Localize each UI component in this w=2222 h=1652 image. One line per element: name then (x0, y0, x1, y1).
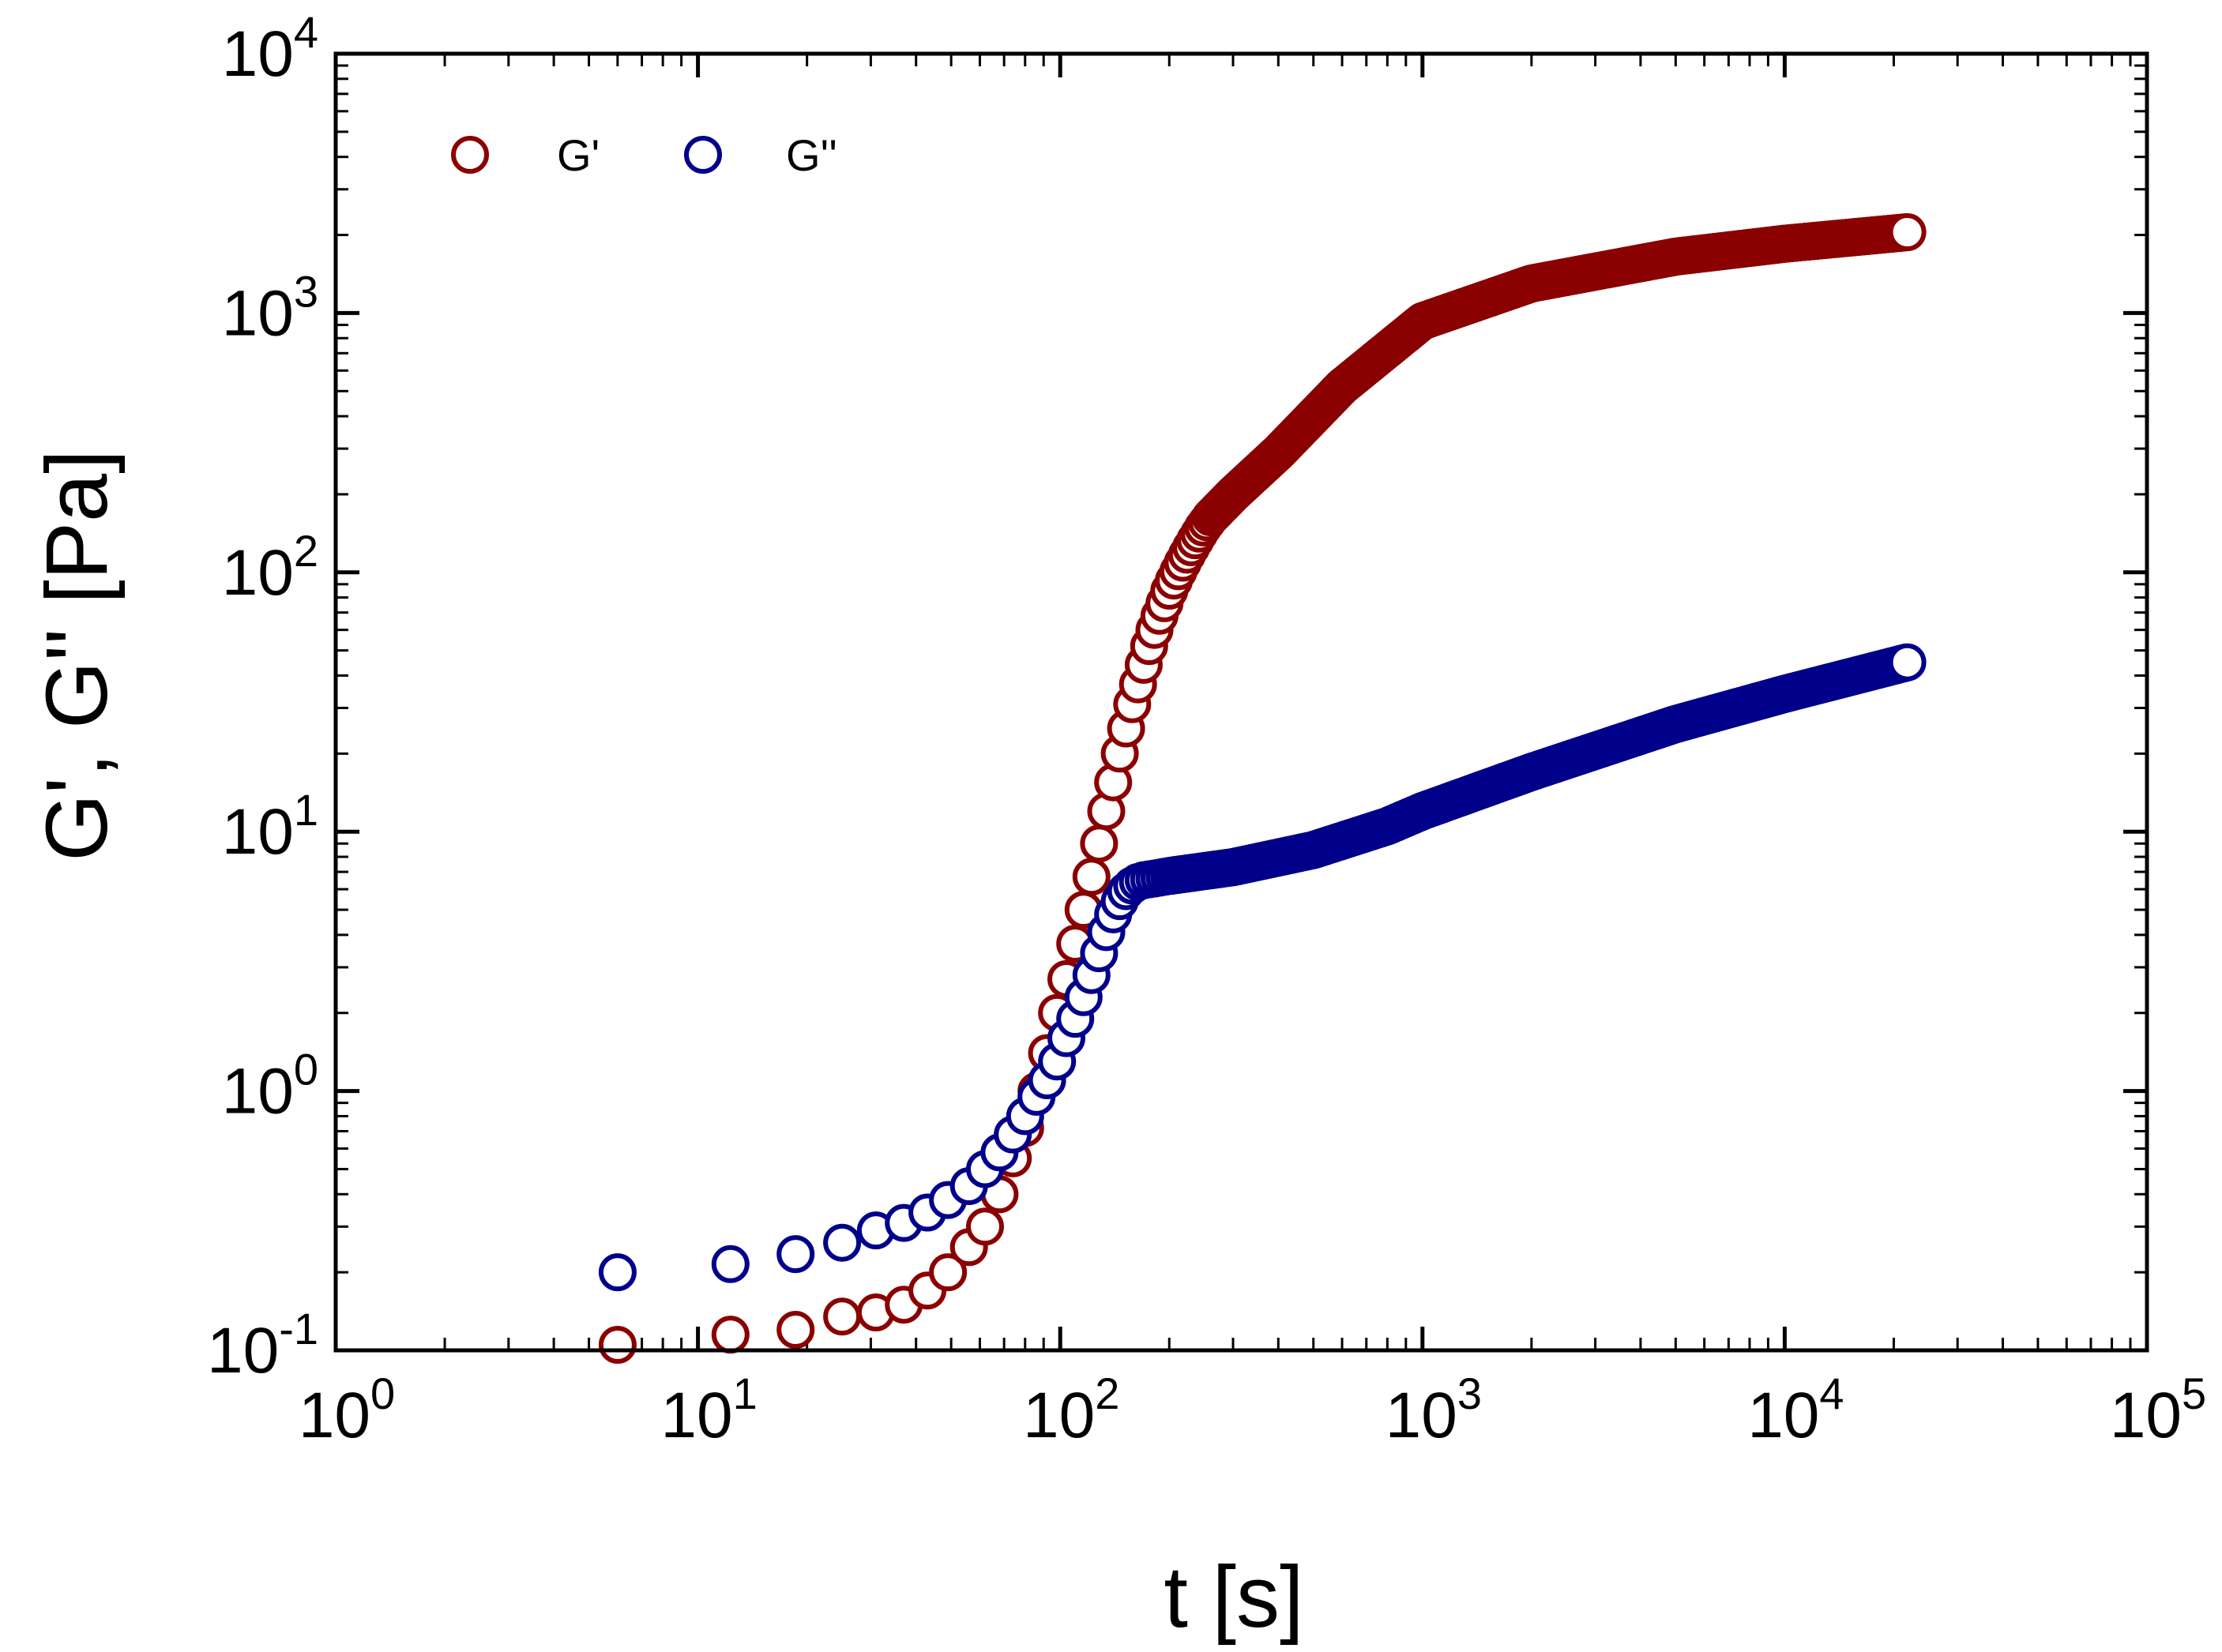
y-tick-label: 102 (222, 526, 318, 609)
data-point (1080, 824, 1119, 863)
legend: G' G'' (451, 130, 837, 180)
series-layer (598, 213, 1927, 1364)
data-point (776, 1311, 815, 1349)
x-tick-label: 105 (2110, 1369, 2206, 1451)
series-gprime (598, 213, 1927, 1364)
data-point (1888, 643, 1927, 681)
y-tick-label: 104 (222, 7, 318, 90)
data-point (1072, 858, 1111, 896)
data-point (823, 1223, 862, 1262)
series-gdoubleprime (598, 643, 1927, 1292)
y-axis-label: G', G'' [Pa] (28, 449, 126, 861)
legend-marker-gdoubleprime (684, 136, 722, 174)
data-point (598, 1326, 637, 1364)
y-tick-label: 101 (222, 785, 318, 868)
y-tick-label: 103 (222, 266, 318, 349)
data-point (711, 1316, 750, 1354)
x-axis-label: t [s] (1164, 1549, 1303, 1646)
legend-label-gprime: G' (557, 130, 600, 180)
y-tick-label: 10-1 (207, 1304, 318, 1387)
plot-frame (333, 51, 2149, 1353)
data-point (823, 1297, 862, 1336)
data-point (776, 1235, 815, 1274)
data-point (711, 1245, 750, 1283)
x-tick-label: 100 (299, 1369, 395, 1451)
x-tick-label: 102 (1023, 1369, 1119, 1451)
x-tick-label: 104 (1747, 1369, 1844, 1451)
data-point (1888, 213, 1927, 251)
legend-marker-gprime (451, 136, 489, 174)
major-ticks (333, 51, 2149, 1353)
legend-label-gdoubleprime: G'' (786, 130, 837, 180)
x-tick-label: 101 (660, 1369, 757, 1451)
data-point (966, 1207, 1004, 1246)
x-tick-label: 103 (1385, 1369, 1482, 1451)
minor-ticks (336, 54, 2147, 1350)
data-point (929, 1253, 968, 1292)
data-point (598, 1253, 637, 1292)
y-tick-label: 100 (222, 1045, 318, 1128)
